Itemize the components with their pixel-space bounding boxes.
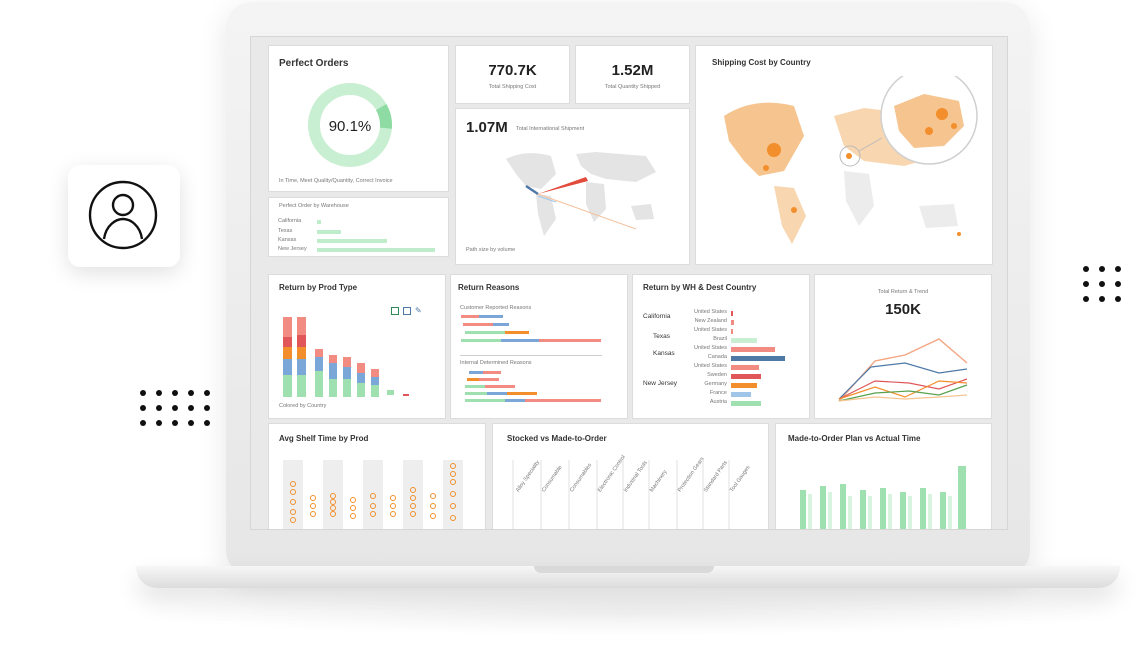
country-label: United States [693,309,727,315]
wh-row-label: Kansas [278,237,297,243]
total-return-value: 150K [885,301,921,318]
card-title: Avg Shelf Time by Prod [279,434,369,443]
card-title: Return by Prod Type [279,283,358,292]
country-label: France [709,390,727,396]
wh-group-label: Kansas [653,350,675,357]
return-wh-bars [731,311,785,406]
intl-shipment-caption: Path size by volume [466,247,516,253]
laptop-base [136,566,1120,588]
reasons-group-label: Customer Reported Reasons [460,305,532,311]
return-wh-card[interactable]: Return by WH & Dest Country California T… [632,274,810,419]
total-quantity-value: 1.52M [611,62,654,79]
country-label: New Zealand [694,318,727,324]
wh-group-label: New Jersey [643,380,677,387]
total-return-label: Total Return & Trend [877,289,929,295]
card-title: Made-to-Order Plan vs Actual Time [788,434,921,443]
wh-bar [317,239,387,243]
wh-row-label: California [278,218,302,224]
reasons-group-label: Internal Determined Reasons [460,360,532,366]
edit-icon[interactable]: ✎ [415,306,422,315]
wh-bar [317,220,321,224]
wh-row-label: New Jersey [278,246,307,252]
perfect-orders-card[interactable]: Perfect Orders 90.1% In Time, Meet Quali… [268,45,449,192]
country-label: Austria [709,399,727,405]
total-shipping-card[interactable]: 770.7K Total Shipping Cost [455,45,570,104]
return-trend-lines [838,338,968,402]
plan-vs-actual-bars [800,466,966,529]
wh-group-label: California [643,313,671,320]
card-title: Return Reasons [458,283,520,292]
dot-grid-left [140,390,212,430]
wh-bar [317,230,341,234]
total-shipping-value: 770.7K [488,62,537,79]
avatar-card [68,165,180,267]
country-label: Canada [707,354,727,360]
return-prod-caption: Colored by Country [279,403,327,409]
save-icon[interactable] [391,307,399,315]
total-shipping-label: Total Shipping Cost [488,84,537,90]
perfect-orders-donut [308,83,392,167]
return-prod-stacked-bars [283,317,409,397]
shipping-by-country-card[interactable]: Shipping Cost by Country [695,45,993,265]
total-quantity-card[interactable]: 1.52M Total Quantity Shipped [575,45,690,104]
card-title: Perfect Order by Warehouse [279,203,349,209]
wh-row-label: Texas [278,228,293,234]
perfect-orders-value: 90.1% [328,118,372,135]
user-avatar-icon [88,180,158,250]
country-label: Sweden [707,372,727,378]
intl-shipment-label: Total International Shipment [516,126,585,132]
intl-flow-map [506,152,656,236]
return-prod-type-card[interactable]: Return by Prod Type ✎ Colored by Country [268,274,446,419]
world-choropleth-map [724,76,978,244]
country-label: Brazil [713,336,727,342]
plan-vs-actual-card[interactable]: Made-to-Order Plan vs Actual Time [775,423,992,529]
laptop-notch [534,566,714,573]
card-title: Shipping Cost by Country [712,58,811,67]
country-label: Germany [704,381,727,387]
internal-reasons-bars [465,371,601,402]
country-label: United States [693,327,727,333]
stocked-vs-mto-card[interactable]: Stocked vs Made-to-Order Alloy Specialit… [492,423,769,529]
avg-shelf-dot-plot [283,460,463,529]
dot-grid-right [1083,266,1123,306]
card-title: Return by WH & Dest Country [643,283,757,292]
intl-shipment-card[interactable]: 1.07M Total International Shipment Path … [455,108,690,265]
dashboard-screen: Perfect Orders 90.1% In Time, Meet Quali… [250,36,1008,530]
window-icon[interactable] [403,307,411,315]
perfect-by-warehouse-card[interactable]: Perfect Order by Warehouse California Te… [268,197,449,257]
avg-shelf-card[interactable]: Avg Shelf Time by Prod [268,423,486,529]
perfect-orders-caption: In Time, Meet Quality/Quantity, Correct … [279,178,393,184]
return-reasons-card[interactable]: Return Reasons Customer Reported Reasons… [450,274,628,419]
card-title: Perfect Orders [279,58,349,69]
country-label: United States [693,345,727,351]
card-title: Stocked vs Made-to-Order [507,434,607,443]
country-label: United States [693,363,727,369]
total-quantity-label: Total Quantity Shipped [604,84,661,90]
laptop-shadow [130,590,1120,636]
total-return-card[interactable]: Total Return & Trend 150K [814,274,992,419]
wh-group-label: Texas [653,333,670,340]
stocked-gridlines [512,460,730,529]
intl-shipment-value: 1.07M [466,119,508,136]
wh-bar [317,248,435,252]
customer-reasons-bars [461,315,601,342]
reasons-divider [460,355,602,356]
